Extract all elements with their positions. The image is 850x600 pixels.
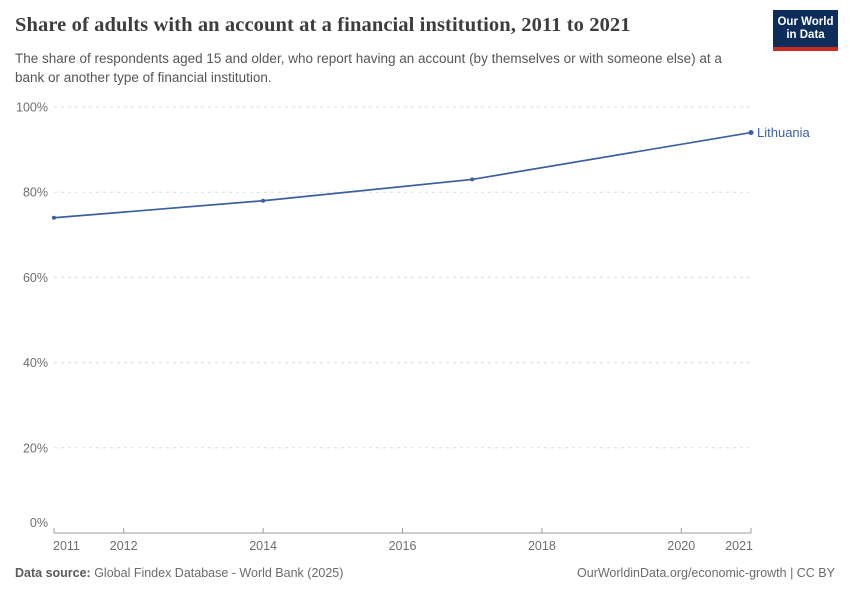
- x-tick-label: 2014: [249, 539, 277, 553]
- series-end-label: Lithuania: [757, 125, 811, 140]
- x-tick-label: 2011: [53, 539, 80, 553]
- y-tick-label: 40%: [23, 356, 48, 370]
- data-source-text: Global Findex Database - World Bank (202…: [90, 566, 344, 580]
- owid-logo-line1: Our World: [777, 15, 834, 28]
- x-tick-label: 2012: [110, 539, 138, 553]
- chart-title: Share of adults with an account at a fin…: [15, 14, 631, 36]
- chart-subtitle: The share of respondents aged 15 and old…: [15, 51, 722, 86]
- series-line: [53, 131, 752, 219]
- data-point: [470, 177, 475, 182]
- owid-logo-line2: in Data: [786, 28, 825, 41]
- y-tick-label: 100%: [16, 101, 48, 115]
- y-tick-label: 80%: [23, 186, 48, 200]
- x-tick-label: 2021: [725, 539, 753, 553]
- data-source-label: Data source:: [15, 566, 91, 580]
- y-tick-label: 60%: [23, 271, 48, 285]
- owid-citation-link[interactable]: OurWorldinData.org/economic-growth | CC …: [577, 566, 835, 580]
- x-tick-label: 2020: [667, 539, 695, 553]
- x-tick-label: 2016: [389, 539, 417, 553]
- owid-logo[interactable]: Our World in Data: [773, 10, 838, 51]
- data-point: [52, 215, 56, 220]
- x-tick-label: 2018: [528, 539, 556, 553]
- data-point: [261, 198, 266, 203]
- data-source-note: Data source: Global Findex Database - Wo…: [15, 566, 343, 580]
- y-tick-label: 0%: [30, 516, 48, 530]
- data-point: [748, 130, 754, 136]
- y-tick-label: 20%: [23, 441, 48, 455]
